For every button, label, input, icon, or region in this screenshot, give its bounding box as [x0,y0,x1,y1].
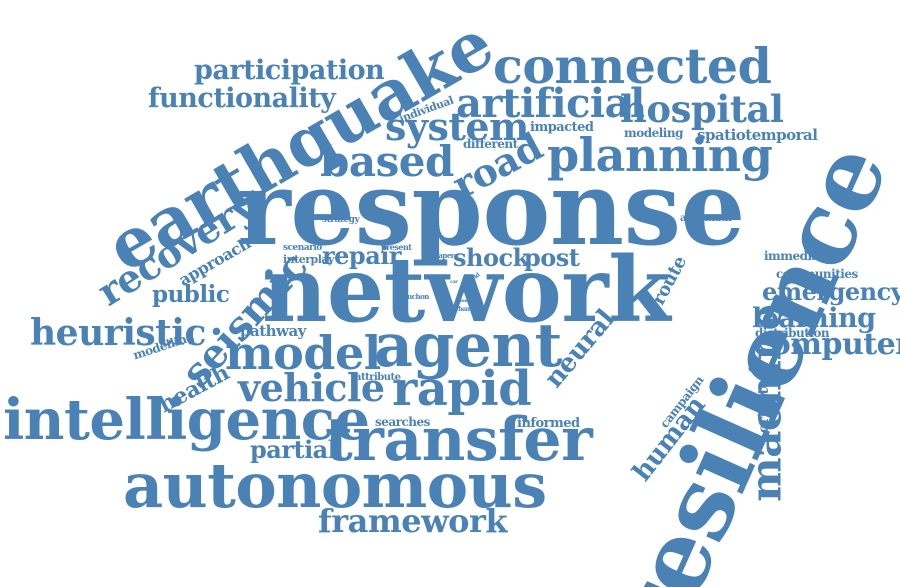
word-city: city [433,285,442,291]
word-learning: learning [752,303,876,334]
word-planning: planning [547,128,773,182]
word-model: model [225,326,381,380]
word-participation: participation [194,55,385,86]
word-functionality: functionality [148,83,336,114]
word-attribute: attribute [355,372,401,383]
word-impacted: impacted [530,120,594,135]
word-intelligence: intelligence [3,387,370,453]
word-autonomous: autonomous [123,449,547,522]
word-present: present [381,242,412,252]
word-post: post [524,243,580,272]
word-vehicle: vehicle [238,365,385,410]
word-time: time [458,298,469,304]
word-computer: computer [753,327,900,362]
word-immediate: immediate [764,249,832,263]
word-agent: agent [374,311,562,381]
word-rapid: rapid [392,361,532,417]
word-spatiotemporal: spatiotemporal [697,126,818,144]
word-connected: connected [493,37,772,95]
word-emergency: emergency [762,277,900,306]
word-heuristic: heuristic [30,312,206,354]
word-partial: partial [250,435,337,464]
word-strategy: strategy [322,215,360,225]
word-aftermath: aftermath [680,213,732,224]
word-transfer: transfer [325,405,593,475]
word-public: public [152,281,230,308]
word-scenario: scenario [283,243,322,253]
word-interplay: interplay [283,253,334,266]
word-network: network [262,237,671,343]
word-modeling: modeling [624,126,683,140]
word-repair: repair [322,241,402,270]
word-urban: urban [452,306,470,313]
word-response: response [237,149,745,269]
word-oriented: oriented [756,370,773,434]
word-distribution: distribution [755,326,830,340]
word-artificial: artificial [456,80,645,127]
word-communities: communities [776,267,858,281]
word-different: different [463,137,518,151]
word-pathway: pathway [240,322,306,340]
word-shock: shock [453,243,529,272]
word-informed: informed [517,416,580,431]
word-searches: searches [375,415,430,429]
word-luchon: luchon [405,292,429,301]
word-based: based [320,137,454,186]
word-system: system [385,104,529,149]
word-paper: paper [434,251,454,260]
word-hospital: hospital [620,87,784,131]
word-car: car [450,279,458,285]
word-framework: framework [318,502,508,540]
